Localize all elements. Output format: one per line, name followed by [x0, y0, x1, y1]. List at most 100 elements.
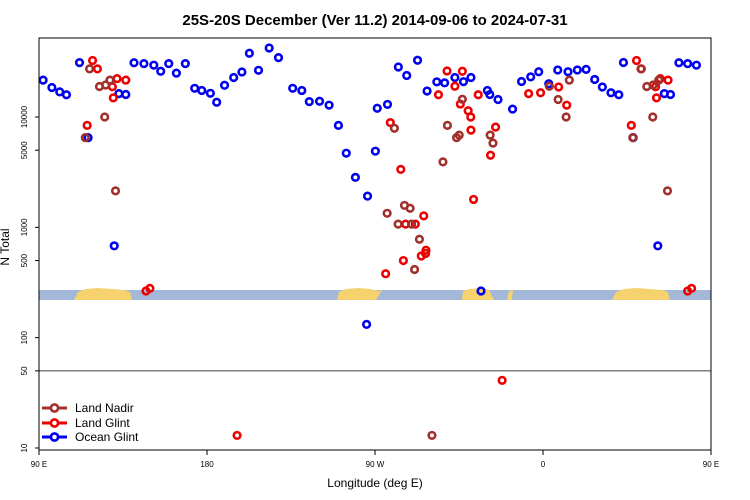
point-land-nadir [636, 64, 646, 74]
point-ocean-glint [61, 90, 72, 100]
point-land-glint [108, 93, 118, 103]
point-land-glint [466, 125, 476, 135]
y-tick-label: 100 [20, 330, 29, 344]
point-land-nadir [628, 133, 638, 143]
point-ocean-glint [606, 88, 616, 98]
x-tick-label: 180 [200, 460, 214, 469]
point-ocean-glint [205, 88, 215, 98]
point-ocean-glint [370, 146, 380, 156]
point-ocean-glint [149, 60, 159, 70]
point-ocean-glint [563, 67, 573, 77]
point-ocean-glint [553, 65, 563, 75]
point-land-glint [92, 64, 103, 74]
point-ocean-glint [393, 62, 403, 72]
point-ocean-glint [440, 78, 450, 88]
point-ocean-glint [156, 66, 166, 76]
point-land-glint [396, 164, 406, 175]
point-ocean-glint [485, 89, 495, 100]
point-land-nadir [80, 133, 90, 143]
point-ocean-glint [324, 100, 334, 110]
point-land-nadir [654, 75, 664, 85]
point-land-glint [468, 194, 479, 205]
point-ocean-glint [458, 77, 469, 87]
point-ocean-glint [139, 58, 149, 69]
legend-marker-land-glint [49, 418, 60, 428]
map-land-australia-right [612, 288, 670, 300]
map-strip [39, 288, 711, 300]
x-tick-label: 0 [541, 460, 546, 469]
point-land-glint [485, 150, 496, 160]
point-land-glint [433, 90, 444, 100]
point-land-glint [466, 112, 476, 122]
point-land-nadir [454, 130, 464, 140]
point-ocean-glint [493, 94, 503, 105]
point-land-glint [421, 245, 431, 255]
point-land-glint [457, 66, 467, 76]
x-tick-label: 90 E [703, 460, 719, 469]
point-ocean-glint [253, 65, 264, 75]
point-ocean-glint [350, 172, 361, 182]
legend-label-ocean-glint: Ocean Glint [75, 430, 139, 444]
point-ocean-glint [38, 75, 48, 85]
point-land-glint [410, 219, 420, 229]
point-ocean-glint [432, 77, 442, 87]
point-ocean-glint [333, 120, 344, 130]
point-ocean-glint [683, 58, 693, 69]
point-land-glint [686, 283, 697, 293]
point-ocean-glint [288, 83, 298, 93]
point-ocean-glint [466, 72, 476, 83]
point-ocean-glint [362, 319, 372, 329]
y-axis-ticks: 10 50 100 500 1000 5000 10000 [20, 105, 39, 452]
point-land-glint [419, 211, 429, 221]
point-land-nadir [382, 208, 392, 218]
point-ocean-glint [450, 72, 460, 83]
point-land-glint [535, 88, 546, 98]
point-land-nadir [100, 112, 110, 122]
point-ocean-glint [171, 68, 181, 78]
point-land-nadir [110, 186, 121, 196]
point-land-glint [490, 122, 501, 132]
point-land-glint [232, 430, 242, 441]
legend: Land Nadir Land Glint Ocean Glint [42, 401, 139, 444]
point-ocean-glint [516, 76, 527, 87]
point-ocean-glint [372, 103, 382, 113]
point-ocean-glint [219, 80, 230, 90]
point-ocean-glint [212, 97, 222, 107]
point-ocean-glint [362, 191, 373, 201]
point-ocean-glint [229, 72, 239, 83]
point-land-nadir [406, 219, 417, 229]
point-ocean-glint [674, 58, 684, 68]
point-land-nadir [405, 203, 415, 213]
point-land-nadir [409, 264, 420, 275]
legend-label-land-glint: Land Glint [75, 416, 130, 430]
point-land-nadir [105, 75, 115, 85]
point-land-glint [121, 75, 131, 85]
data-points [38, 43, 702, 441]
point-land-nadir [544, 81, 554, 91]
point-ocean-glint [526, 72, 536, 82]
point-land-nadir [488, 138, 498, 148]
y-tick-label: 5000 [20, 141, 29, 159]
point-land-nadir [553, 94, 563, 105]
y-tick-label: 1000 [20, 218, 29, 236]
point-ocean-glint [534, 67, 544, 77]
legend-marker-land-nadir [49, 403, 60, 413]
point-land-nadir [648, 80, 658, 90]
x-axis-title: Longitude (deg E) [327, 476, 422, 490]
point-land-nadir [393, 219, 403, 229]
point-ocean-glint [590, 74, 600, 85]
chart-title: 25S-20S December (Ver 11.2) 2014-09-06 t… [182, 12, 567, 29]
point-land-glint [82, 120, 92, 130]
point-ocean-glint [412, 55, 423, 65]
point-land-nadir [438, 157, 448, 167]
point-land-nadir [457, 94, 467, 104]
point-ocean-glint [47, 82, 57, 93]
x-tick-label: 90 W [366, 460, 385, 469]
point-ocean-glint [476, 286, 486, 296]
y-tick-label: 10 [20, 443, 29, 452]
point-ocean-glint [691, 60, 702, 70]
point-land-glint [497, 375, 507, 385]
point-ocean-glint [164, 58, 174, 69]
point-land-glint [626, 120, 636, 130]
